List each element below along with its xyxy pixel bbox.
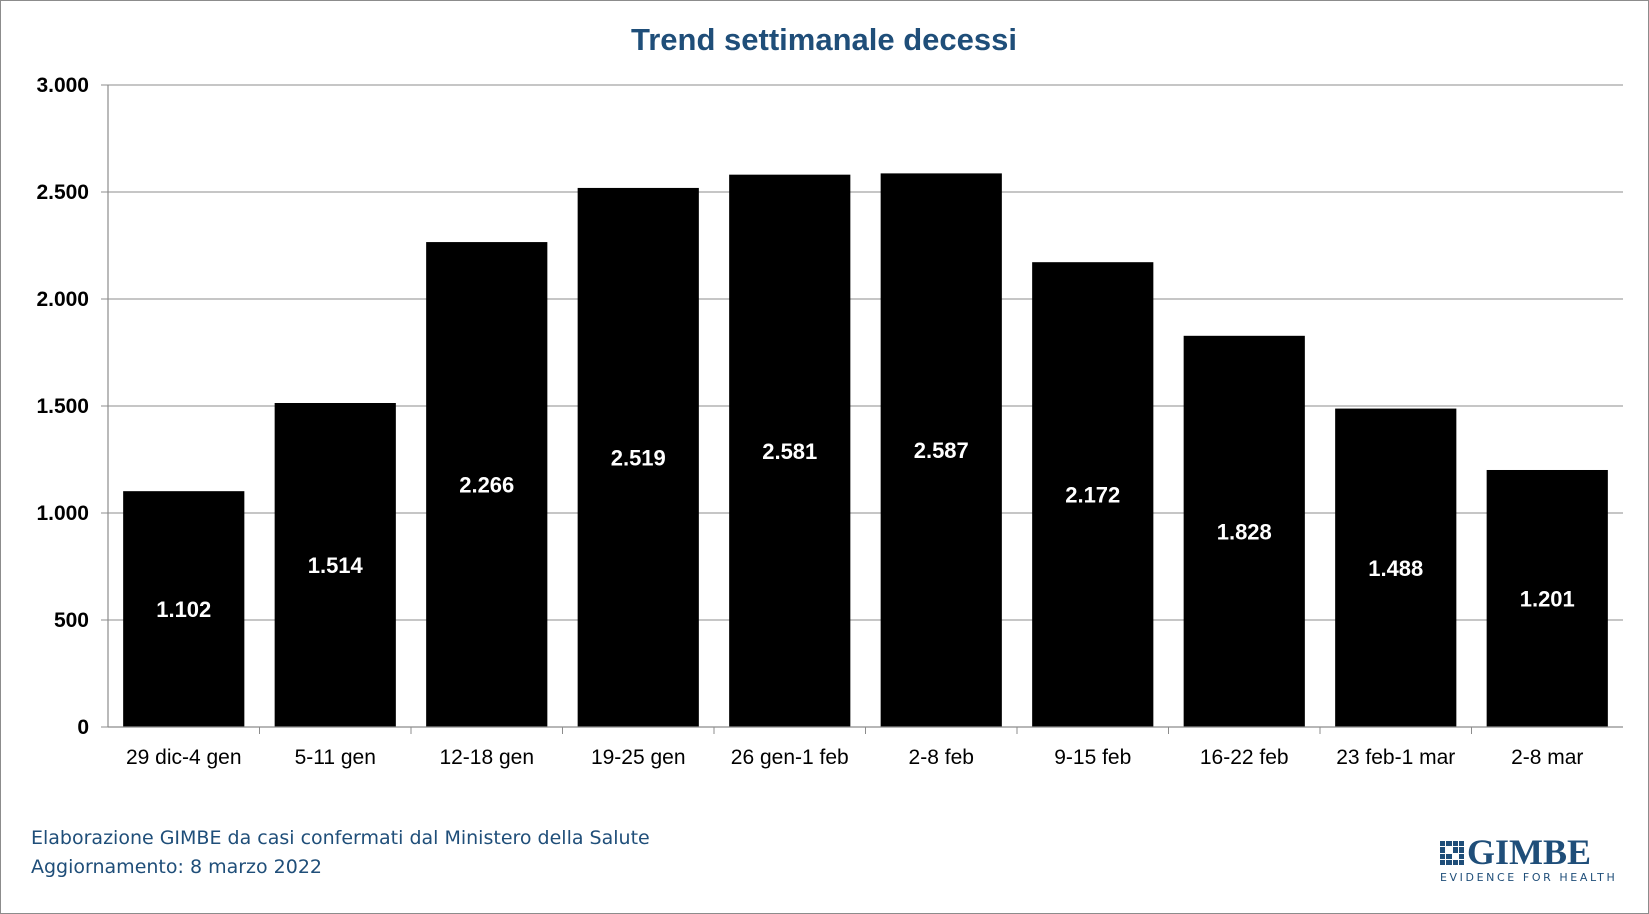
x-tick-label: 12-18 gen (439, 746, 534, 769)
bar (426, 242, 548, 728)
bar (1032, 262, 1154, 727)
x-tick-label: 16-22 feb (1200, 746, 1289, 769)
bar-value-label: 1.201 (1520, 586, 1575, 611)
y-tick-label: 2.500 (36, 181, 89, 204)
x-tick-label: 23 feb-1 mar (1336, 746, 1455, 769)
bar (1335, 408, 1457, 727)
x-tick-label: 2-8 mar (1511, 746, 1583, 769)
chart-title: Trend settimanale decessi (631, 22, 1017, 57)
x-tick-label: 26 gen-1 feb (731, 746, 849, 769)
bar (274, 403, 396, 727)
bar-value-label: 2.519 (611, 445, 666, 470)
data-labels: 1.102 1.514 2.266 2.519 2.581 2.587 2.172 1.828… (156, 438, 1575, 622)
bar-value-label: 2.587 (914, 438, 969, 463)
bar-value-label: 2.581 (762, 439, 817, 464)
bar (729, 174, 851, 727)
logo-tagline: EVIDENCE FOR HEALTH (1440, 871, 1618, 884)
axes (107, 85, 1623, 728)
y-tick-label: 500 (54, 609, 89, 632)
bar-value-label: 2.172 (1065, 483, 1120, 508)
bar-value-label: 1.102 (156, 597, 211, 622)
y-axis-ticks: 0 500 1.000 1.500 2.000 2.500 3.000 (36, 74, 108, 739)
y-tick-label: 0 (77, 716, 89, 739)
bar (1183, 335, 1305, 727)
x-tick-label: 2-8 feb (909, 746, 974, 769)
y-tick-label: 1.500 (36, 395, 89, 418)
bar-value-label: 1.828 (1217, 519, 1272, 544)
bar-value-label: 1.488 (1368, 556, 1423, 581)
x-axis-ticks: 29 dic-4 gen 5-11 gen 12-18 gen 19-25 gen 26… (126, 727, 1583, 769)
y-tick-label: 2.000 (36, 288, 89, 311)
gimbe-logo: GIMBE EVIDENCE FOR HEALTH (1440, 834, 1618, 888)
x-tick-label: 29 dic-4 gen (126, 746, 242, 769)
x-tick-label: 9-15 feb (1054, 746, 1131, 769)
y-tick-label: 3.000 (36, 74, 89, 97)
logo-wordmark: GIMBE (1467, 832, 1592, 872)
bars (123, 173, 1608, 728)
x-tick-label: 5-11 gen (295, 746, 376, 769)
bar-value-label: 1.514 (308, 553, 364, 578)
bar (577, 187, 699, 727)
bar (123, 491, 245, 727)
chart-footer: Elaborazione GIMBE da casi confermati da… (31, 824, 650, 882)
bar-value-label: 2.266 (459, 473, 514, 498)
source-note: Elaborazione GIMBE da casi confermati da… (31, 827, 650, 849)
bar (880, 173, 1002, 727)
update-note: Aggiornamento: 8 marzo 2022 (31, 856, 323, 878)
x-tick-label: 19-25 gen (591, 746, 686, 769)
y-tick-label: 1.000 (36, 502, 89, 525)
bar (1486, 469, 1608, 727)
gimbe-grid-icon (1440, 841, 1464, 865)
